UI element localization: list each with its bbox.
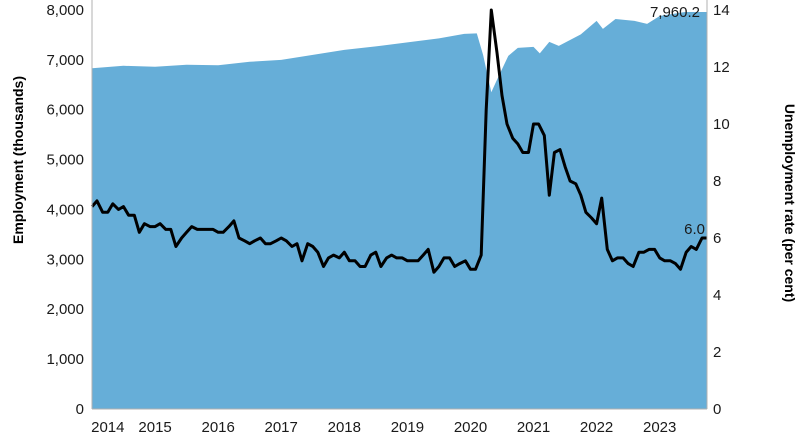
x-tick-label: 2022 [580,419,613,436]
unemployment-line-layer [90,8,707,274]
left-tick-label: 8,000 [46,2,84,19]
right-tick-label: 10 [713,116,730,133]
left-tick-label: 7,000 [46,52,84,69]
right-tick-label: 8 [713,173,721,190]
left-tick-label: 0 [76,401,84,418]
right-tick-label: 14 [713,2,730,19]
unemployment-line [90,8,707,274]
right-tick-label: 6 [713,230,721,247]
plot-frame [91,0,708,410]
x-tick-label: 2019 [391,419,424,436]
x-tick-label: 2021 [517,419,550,436]
left-axis-ticks: 0 1,000 2,000 3,000 4,000 5,000 6,000 7,000 8,00… [46,2,84,418]
x-tick-label: 2023 [643,419,676,436]
left-tick-label: 4,000 [46,202,84,219]
left-axis-title: Employment (thousands) [10,76,26,244]
x-tick-label: 2017 [265,419,298,436]
x-tick-label: 2015 [138,419,171,436]
left-tick-label: 3,000 [46,251,84,268]
unemployment-last-value-label: 6.0 [684,221,705,238]
x-tick-label: 2018 [328,419,361,436]
employment-area [92,12,707,409]
x-tick-label: 2016 [202,419,235,436]
left-tick-label: 1,000 [46,351,84,368]
left-tick-label: 2,000 [46,301,84,318]
right-tick-label: 0 [713,401,721,418]
right-tick-label: 4 [713,287,721,304]
employment-area-layer [92,12,707,409]
employment-last-value-label: 7,960.2 [650,4,700,21]
right-tick-label: 12 [713,59,730,76]
right-axis-title: Unemployment rate (per cent) [782,104,798,302]
x-axis-ticks: 2014 2015 2016 2017 2018 2019 2020 2021 2022 2023 [91,419,676,436]
left-tick-label: 6,000 [46,102,84,119]
left-tick-label: 5,000 [46,152,84,169]
x-tick-label: 2014 [91,419,124,436]
right-axis-ticks: 0 2 4 6 8 10 12 14 [713,2,730,418]
right-tick-label: 2 [713,344,721,361]
x-tick-label: 2020 [454,419,487,436]
